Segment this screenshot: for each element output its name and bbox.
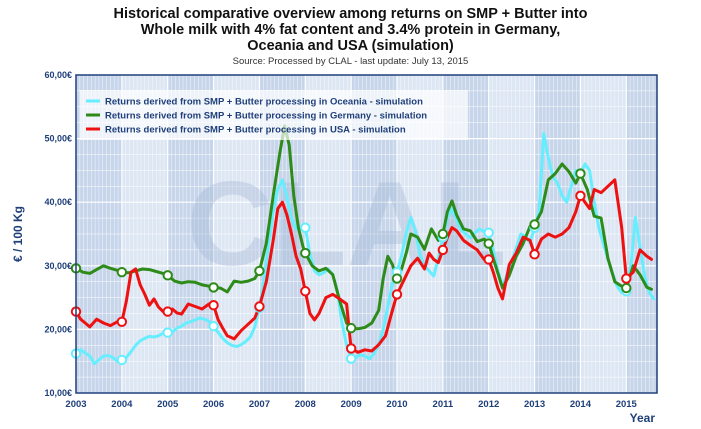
- data-point-germany: [483, 238, 494, 249]
- data-point-germany: [254, 265, 265, 277]
- data-point-usa: [254, 301, 265, 312]
- x-tick-label: 2011: [433, 399, 454, 410]
- y-tick-label: 10,00€: [44, 388, 72, 398]
- legend-label-oceania: Returns derived from SMP + Butter proces…: [105, 97, 423, 108]
- chart-title-line-1: Historical comparative overview among re…: [113, 6, 588, 22]
- data-point-usa: [116, 316, 128, 327]
- data-point-germany: [621, 282, 632, 294]
- data-point-oceania: [208, 321, 219, 332]
- chart-title: Historical comparative overview among re…: [0, 6, 701, 54]
- y-tick-label: 50,00€: [44, 134, 72, 144]
- y-axis-title: € / 100 Kg: [11, 206, 25, 262]
- x-tick-label: 2014: [570, 399, 592, 410]
- data-point-germany: [575, 168, 586, 179]
- data-point-usa: [345, 343, 357, 354]
- x-tick-label: 2003: [65, 399, 86, 410]
- x-tick-label: 2012: [478, 399, 499, 410]
- x-axis-title: Year: [630, 411, 656, 425]
- series-line-germany: [74, 124, 653, 331]
- data-point-usa: [483, 254, 494, 265]
- legend-label-germany: Returns derived from SMP + Butter proces…: [105, 111, 427, 122]
- legend-box: [80, 90, 468, 140]
- data-point-oceania: [162, 327, 173, 338]
- chart-title-line-3: Oceania and USA (simulation): [247, 38, 454, 54]
- data-point-usa: [529, 249, 540, 260]
- data-point-oceania: [116, 354, 128, 366]
- x-tick-label: 2006: [203, 399, 224, 410]
- y-tick-label: 40,00€: [44, 197, 72, 207]
- legend-label-usa: Returns derived from SMP + Butter proces…: [105, 125, 406, 136]
- x-tick-label: 2009: [341, 399, 362, 410]
- data-point-germany: [116, 266, 128, 278]
- x-tick-label: 2008: [295, 399, 316, 410]
- clal-watermark: CLAL: [187, 157, 507, 291]
- x-tick-label: 2015: [616, 399, 638, 410]
- data-point-oceania: [300, 222, 311, 233]
- data-point-usa: [208, 300, 219, 311]
- data-point-germany: [345, 322, 357, 334]
- chart-subtitle: Source: Processed by CLAL - last update:…: [232, 56, 469, 67]
- data-point-usa: [437, 244, 449, 256]
- data-point-usa: [300, 286, 311, 297]
- data-point-germany: [162, 270, 173, 281]
- x-tick-label: 2004: [111, 399, 133, 410]
- plot-border: [75, 74, 658, 394]
- data-point-germany: [529, 219, 540, 230]
- x-tick-label: 2013: [524, 399, 545, 410]
- data-point-oceania: [483, 227, 494, 238]
- y-tick-label: 20,00€: [44, 324, 72, 334]
- data-point-usa: [391, 289, 403, 300]
- data-point-usa: [575, 190, 586, 202]
- legend: Returns derived from SMP + Butter proces…: [80, 90, 468, 140]
- data-point-usa: [621, 273, 632, 284]
- data-point-oceania: [345, 353, 357, 364]
- chart-title-line-2: Whole milk with 4% fat content and 3.4% …: [140, 22, 561, 38]
- data-point-usa: [162, 306, 173, 317]
- data-point-germany: [437, 228, 449, 240]
- data-point-germany: [208, 282, 219, 293]
- y-tick-label: 60,00€: [44, 70, 72, 80]
- x-tick-label: 2005: [157, 399, 179, 410]
- data-point-germany: [300, 247, 311, 259]
- x-tick-label: 2010: [386, 399, 407, 410]
- x-tick-label: 2007: [249, 399, 270, 410]
- data-point-germany: [391, 273, 403, 284]
- y-tick-label: 30,00€: [44, 261, 72, 271]
